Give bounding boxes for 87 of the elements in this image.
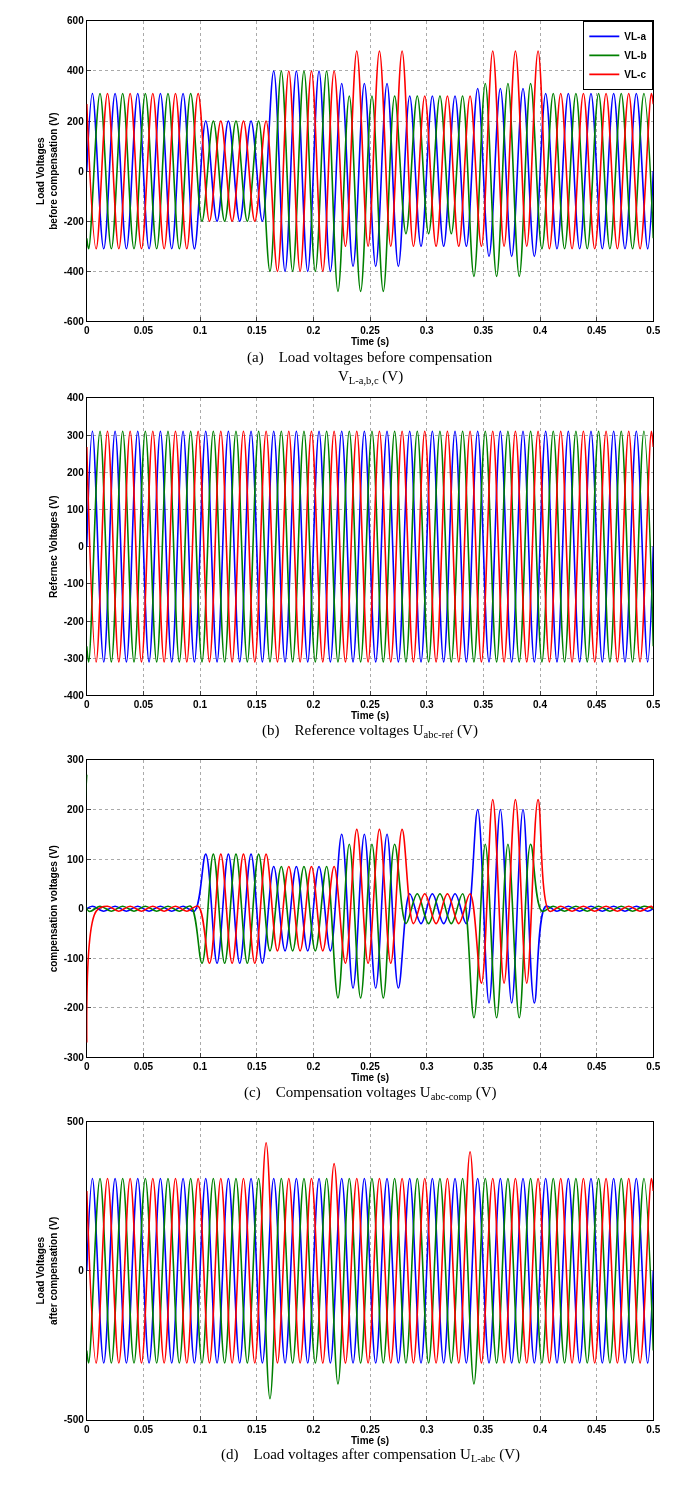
x-tick-label: 0.2 — [306, 1423, 321, 1435]
text: V$_{L-a,b,c}$ (V) — [338, 368, 404, 387]
x-tick-label: 0.45 — [586, 699, 607, 711]
x-tick-label: 0.4 — [533, 325, 548, 337]
y-tick-label: -500 — [63, 1414, 85, 1426]
y-tick-label: -300 — [63, 652, 85, 664]
text: (c) Compensation voltages U$_{abc-comp}$ (V) — [244, 1084, 497, 1103]
x-tick-label: 0.45 — [586, 1423, 607, 1435]
x-tick-label: 0.25 — [360, 1423, 381, 1435]
y-axis-title: Load Voltages after compensation (V) — [34, 1216, 59, 1325]
x-tick-label: 0.05 — [133, 1061, 154, 1073]
x-tick-label: 0.35 — [473, 699, 494, 711]
x-tick-label: 0.5 — [646, 699, 661, 711]
x-tick-label: 0.4 — [533, 699, 548, 711]
x-tick-label: 0.15 — [246, 699, 267, 711]
x-tick-label: 0.5 — [646, 325, 661, 337]
x-tick-label: 0.2 — [306, 1061, 321, 1073]
y-tick-label: -200 — [63, 215, 85, 227]
x-tick-label: 0.15 — [246, 1061, 267, 1073]
x-tick-label: 0.05 — [133, 699, 154, 711]
y-tick-label: 600 — [67, 15, 85, 27]
y-axis-title: Load Voltages before compensation (V) — [34, 112, 59, 230]
y-tick-label: -400 — [63, 265, 85, 277]
x-tick-label: 0.2 — [306, 325, 321, 337]
x-tick-label: 0.45 — [586, 325, 607, 337]
x-tick-label: 0.2 — [306, 699, 321, 711]
x-tick-label: 0.15 — [246, 1423, 267, 1435]
x-tick-label: 0.25 — [360, 699, 381, 711]
x-tick-label: 0.3 — [419, 325, 435, 337]
x-tick-label: 0.1 — [193, 1061, 208, 1073]
y-tick-label: 300 — [67, 429, 85, 441]
line-series — [86, 798, 654, 1044]
text: (a) Load voltages before compensation — [247, 349, 493, 366]
y-tick-label: 200 — [67, 466, 85, 478]
y-tick-label: -600 — [63, 315, 85, 327]
y-tick-label: 400 — [67, 392, 85, 404]
y-axis-title: Refernec Voltages (V) — [47, 495, 59, 598]
x-axis-title: Time (s) — [350, 1072, 390, 1084]
y-tick-label: 100 — [67, 853, 85, 865]
x-axis-title: Time (s) — [350, 1434, 390, 1446]
y-tick-label: 100 — [67, 503, 85, 515]
legend-label: VL-c — [624, 69, 647, 81]
y-tick-label: -100 — [63, 952, 85, 964]
y-tick-label: -200 — [63, 615, 85, 627]
x-tick-label: 0.25 — [360, 1061, 381, 1073]
x-tick-label: 0.4 — [533, 1423, 548, 1435]
x-tick-label: 0.45 — [586, 1061, 607, 1073]
x-axis-title: Time (s) — [350, 710, 390, 722]
y-tick-label: 200 — [67, 804, 85, 815]
x-tick-label: 0.25 — [360, 325, 381, 337]
x-tick-label: 0.15 — [246, 325, 267, 337]
y-tick-label: 0 — [78, 1265, 85, 1277]
y-tick-label: -200 — [63, 1002, 85, 1014]
y-tick-label: 200 — [67, 115, 85, 127]
x-tick-label: 0.1 — [193, 325, 208, 337]
legend-label: VL-a — [624, 31, 647, 43]
x-tick-label: 0.5 — [646, 1423, 661, 1435]
x-tick-label: 0.1 — [193, 699, 208, 711]
x-tick-label: 0.4 — [533, 1061, 548, 1073]
text: (d) Load voltages after compensation U$_{L-abc}$ (V) — [221, 1446, 520, 1465]
line-series — [86, 1142, 654, 1364]
line-series — [86, 1177, 654, 1400]
x-tick-label: 0.35 — [473, 1061, 494, 1073]
y-tick-label: 0 — [78, 903, 85, 915]
text: (b) Reference voltages U$_{abc-ref}$ (V) — [262, 722, 478, 741]
legend-label: VL-b — [624, 50, 647, 62]
line-series — [86, 808, 654, 1004]
x-tick-label: 0.3 — [419, 1061, 435, 1073]
x-tick-label: 0.05 — [133, 325, 154, 337]
y-tick-label: 0 — [78, 541, 85, 553]
x-axis-title: Time (s) — [350, 336, 390, 348]
y-tick-label: -400 — [63, 689, 85, 701]
y-tick-label: -100 — [63, 578, 85, 590]
x-tick-label: 0.3 — [419, 699, 435, 711]
y-axis-title: compensation voltages (V) — [47, 845, 59, 973]
x-tick-label: 0.1 — [193, 1423, 208, 1435]
x-tick-label: 0.35 — [473, 1423, 494, 1435]
x-tick-label: 0.05 — [133, 1423, 154, 1435]
y-tick-label: 400 — [67, 65, 85, 77]
line-series — [86, 773, 654, 1019]
x-tick-label: 0.3 — [419, 1423, 435, 1435]
y-tick-label: 300 — [67, 754, 85, 766]
y-tick-label: 0 — [78, 165, 85, 177]
x-tick-label: 0.5 — [646, 1061, 661, 1073]
y-tick-label: -300 — [63, 1051, 85, 1063]
y-tick-label: 500 — [67, 1116, 85, 1128]
x-tick-label: 0.35 — [473, 325, 494, 337]
